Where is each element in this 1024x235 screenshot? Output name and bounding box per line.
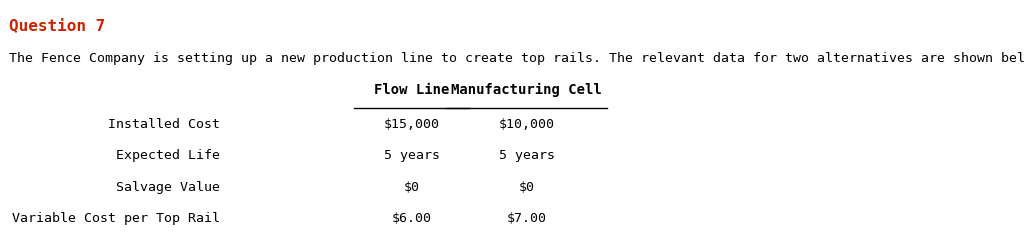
Text: $6.00: $6.00 — [391, 212, 432, 225]
Text: Flow Line: Flow Line — [374, 83, 450, 97]
Text: $10,000: $10,000 — [499, 118, 555, 131]
Text: 5 years: 5 years — [384, 149, 439, 162]
Text: $0: $0 — [403, 181, 420, 194]
Text: Salvage Value: Salvage Value — [116, 181, 220, 194]
Text: Manufacturing Cell: Manufacturing Cell — [452, 82, 602, 97]
Text: $7.00: $7.00 — [507, 212, 547, 225]
Text: $0: $0 — [519, 181, 535, 194]
Text: Variable Cost per Top Rail: Variable Cost per Top Rail — [12, 212, 220, 225]
Text: $15,000: $15,000 — [384, 118, 439, 131]
Text: Installed Cost: Installed Cost — [108, 118, 220, 131]
Text: The Fence Company is setting up a new production line to create top rails. The r: The Fence Company is setting up a new pr… — [9, 52, 1024, 66]
Text: Question 7: Question 7 — [9, 18, 105, 33]
Text: Expected Life: Expected Life — [116, 149, 220, 162]
Text: 5 years: 5 years — [499, 149, 555, 162]
